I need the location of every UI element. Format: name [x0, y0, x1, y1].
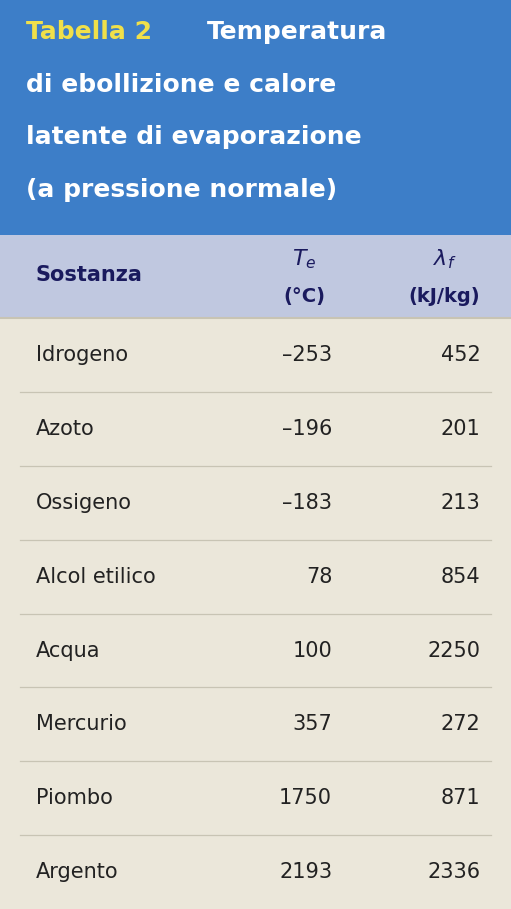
Text: 213: 213 [440, 493, 480, 513]
Text: Sostanza: Sostanza [36, 265, 143, 285]
Bar [0, 614, 511, 687]
Text: 854: 854 [440, 566, 480, 586]
Text: (a pressione normale): (a pressione normale) [26, 178, 337, 202]
Text: (°C): (°C) [283, 287, 325, 306]
Text: Mercurio: Mercurio [36, 714, 127, 734]
Bar [0, 318, 511, 392]
Text: Azoto: Azoto [36, 419, 95, 439]
Text: $\lambda_f$: $\lambda_f$ [433, 247, 456, 271]
Text: Temperatura: Temperatura [207, 20, 387, 44]
Bar [0, 232, 511, 235]
Text: 201: 201 [440, 419, 480, 439]
Bar [0, 0, 511, 232]
Text: 357: 357 [292, 714, 332, 734]
Text: 2250: 2250 [427, 641, 480, 661]
Text: 1750: 1750 [279, 788, 332, 808]
Text: $\mathit{T}_e$: $\mathit{T}_e$ [292, 247, 316, 271]
Text: Ossigeno: Ossigeno [36, 493, 132, 513]
Text: –183: –183 [282, 493, 332, 513]
Text: 2193: 2193 [279, 862, 332, 882]
Text: Acqua: Acqua [36, 641, 100, 661]
Bar [0, 392, 511, 465]
Text: –196: –196 [282, 419, 332, 439]
Text: Tabella 2: Tabella 2 [26, 20, 152, 44]
Text: (kJ/kg): (kJ/kg) [409, 287, 480, 306]
Bar [0, 687, 511, 762]
Text: 871: 871 [440, 788, 480, 808]
Text: 272: 272 [440, 714, 480, 734]
Text: 2336: 2336 [427, 862, 480, 882]
Text: 78: 78 [306, 566, 332, 586]
Text: latente di evaporazione: latente di evaporazione [26, 125, 361, 149]
Text: 452: 452 [440, 345, 480, 365]
Bar [0, 540, 511, 614]
Text: Idrogeno: Idrogeno [36, 345, 128, 365]
Text: Argento: Argento [36, 862, 119, 882]
Bar [0, 465, 511, 540]
Bar [0, 835, 511, 909]
Text: 100: 100 [292, 641, 332, 661]
Text: di ebollizione e calore: di ebollizione e calore [26, 73, 336, 96]
Text: –253: –253 [282, 345, 332, 365]
Bar [0, 761, 511, 835]
Text: Alcol etilico: Alcol etilico [36, 566, 155, 586]
Text: Piombo: Piombo [36, 788, 112, 808]
Bar [0, 232, 511, 318]
